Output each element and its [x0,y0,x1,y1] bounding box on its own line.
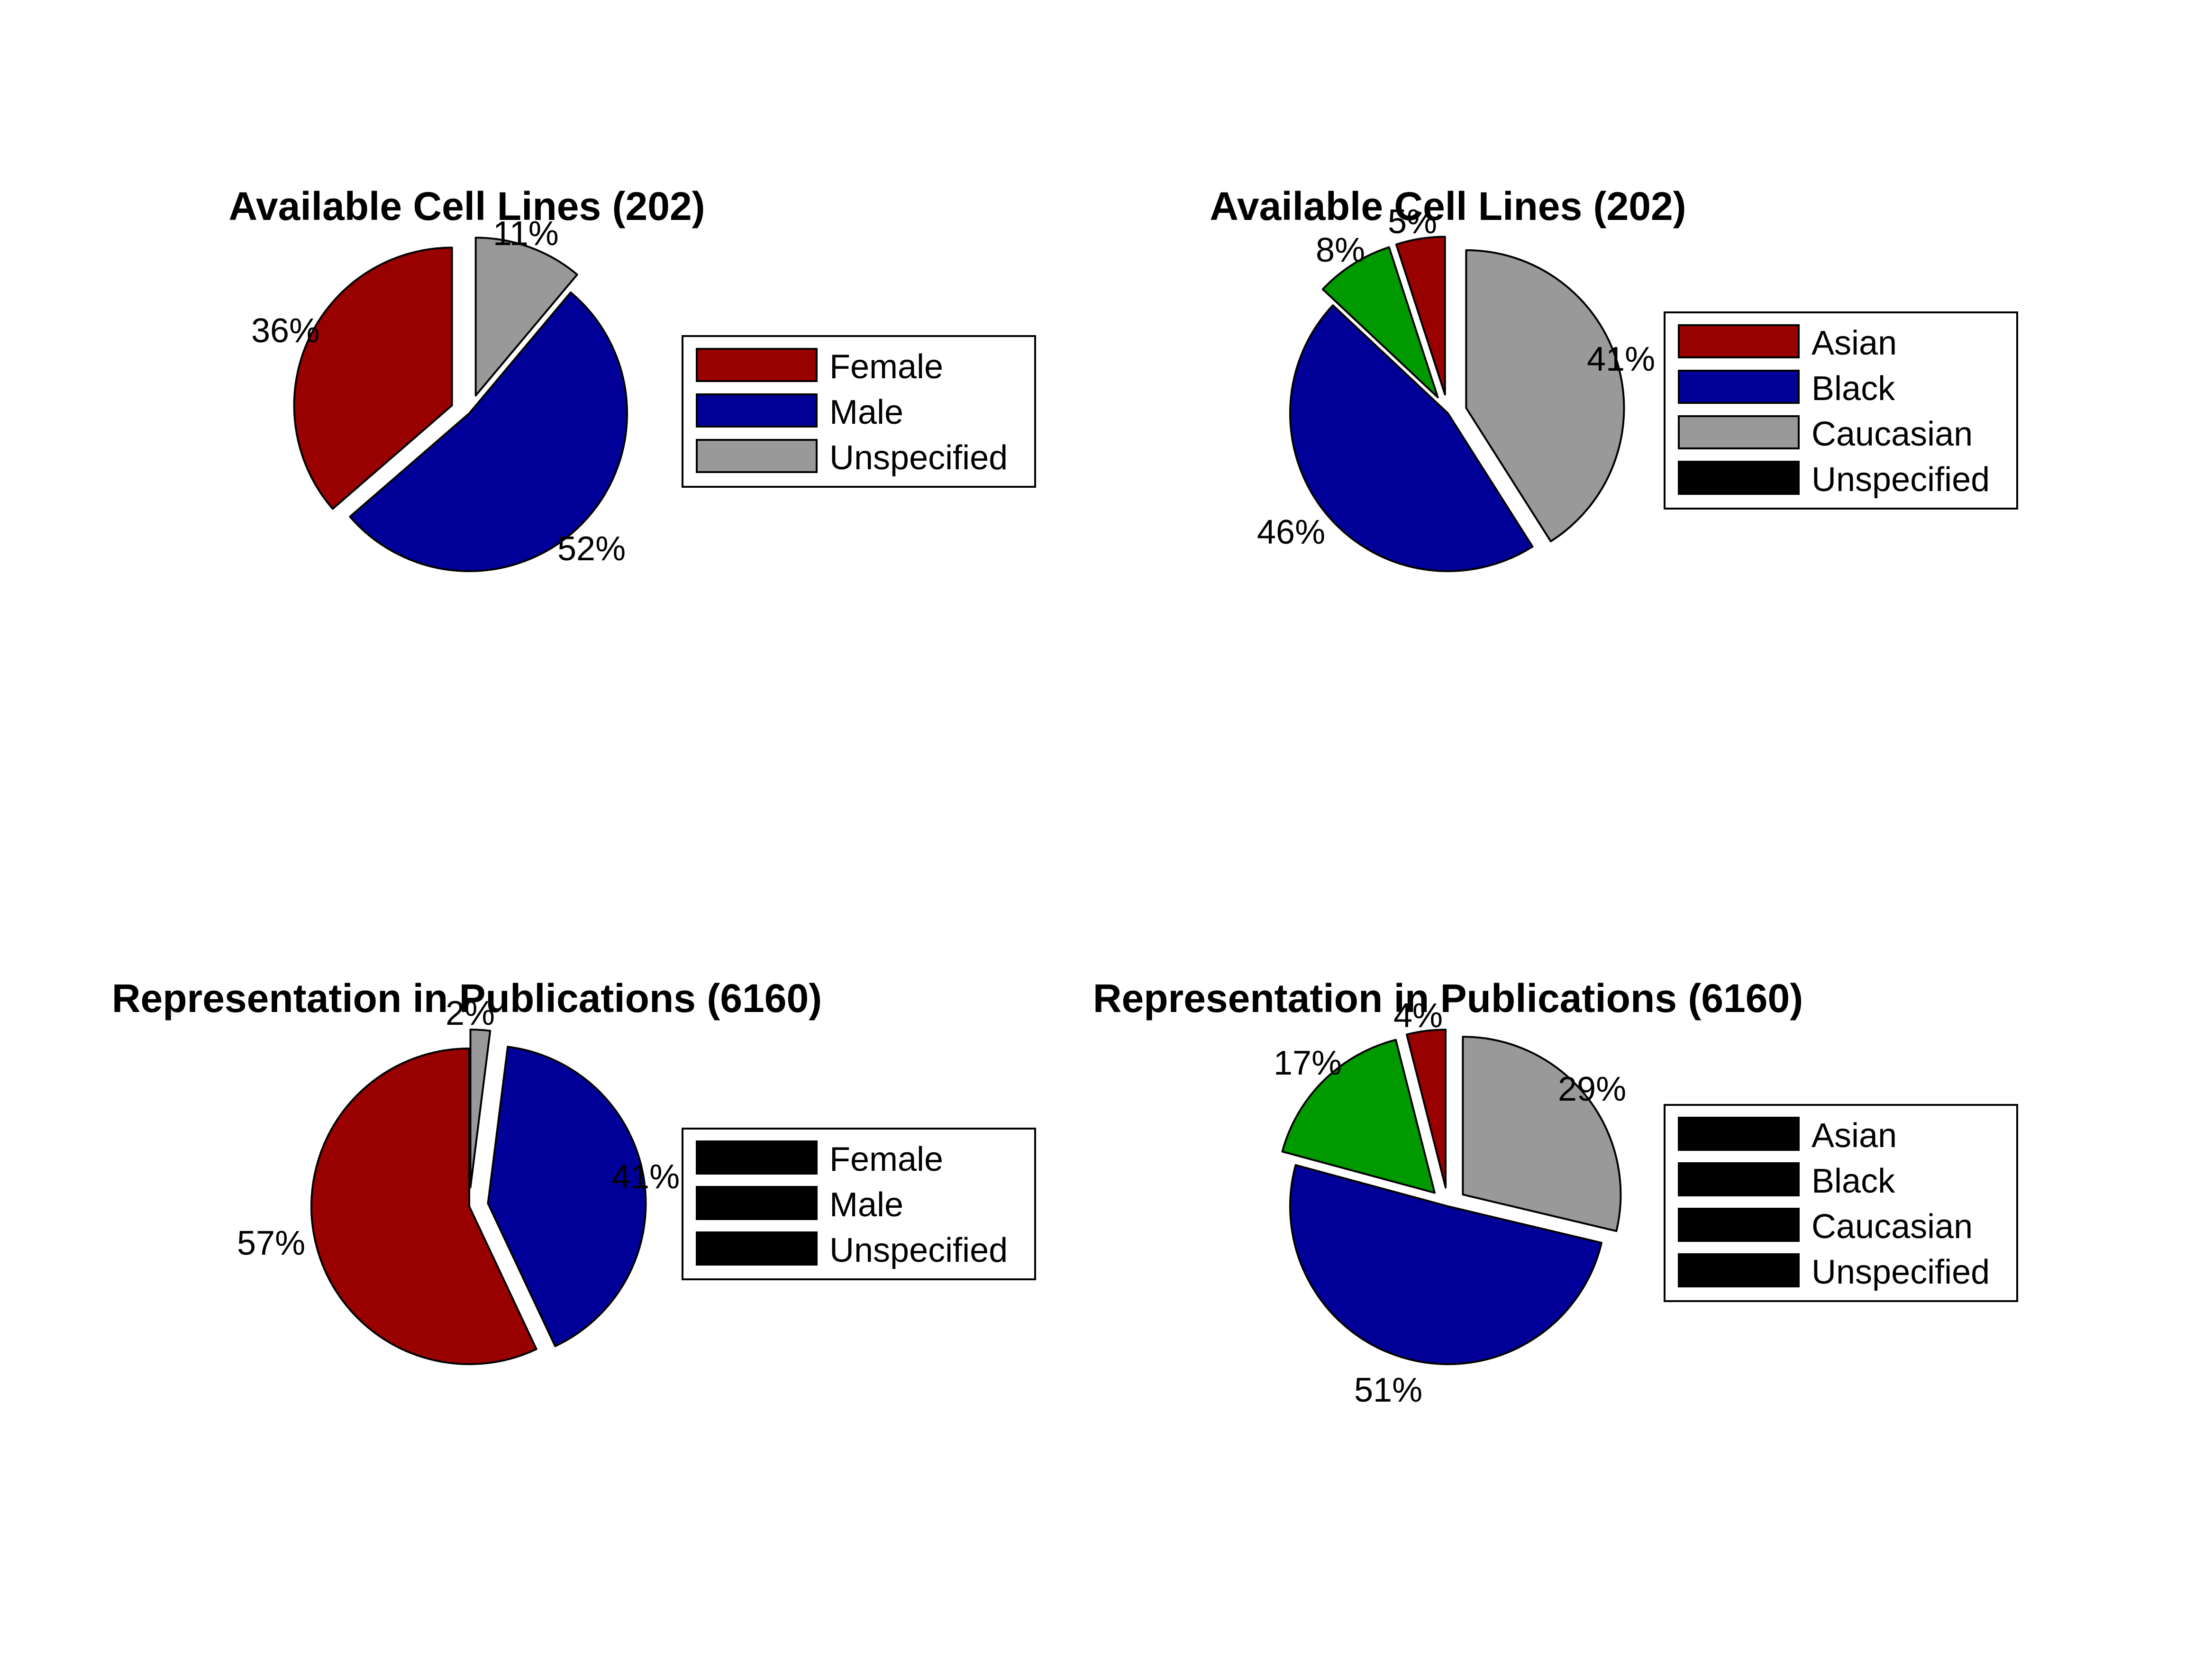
slice-label-female: 57% [237,1224,305,1262]
pie-slices [310,1029,647,1365]
chart-title: Representation in Publications (6160) [112,976,822,1021]
pie-slice-unspecified [469,1029,492,1189]
pie-slice-asian [1395,236,1446,396]
pie-slice-female [310,1048,537,1365]
legend-swatch-unspecified [696,1231,818,1266]
legend-label-unspecified: Unspecified [1811,1253,1990,1291]
pie-slice-unspecified [1465,249,1625,542]
pie-slice-caucasian [1289,1164,1602,1365]
pie-slice-unspecified [1462,1036,1622,1232]
legend-swatch-female [696,1140,818,1175]
pie-slices [1289,236,1625,572]
pie-slice-asian [1406,1029,1447,1189]
slice-label-unspecified: 41% [1587,340,1655,378]
slice-label-caucasian: 46% [1257,513,1325,551]
slice-label-asian: 4% [1393,997,1443,1035]
pie-slice-black [1281,1039,1436,1194]
slice-label-male: 41% [611,1158,680,1196]
slice-label-unspecified: 29% [1558,1070,1626,1108]
pie-slice-male [487,1046,647,1348]
slice-label-caucasian: 51% [1354,1371,1422,1409]
legend-label-black: Black [1811,1162,1895,1200]
pie-slice-black [1321,246,1439,399]
legend: Female Male Unspecified [682,1128,1036,1280]
legend-swatch-asian [1678,324,1800,358]
pie-slice-female [293,246,453,510]
legend-label-female: Female [829,348,943,386]
legend-swatch-black [1678,1162,1800,1196]
slice-label-female: 36% [251,312,319,350]
chart-title: Available Cell Lines (202) [1210,184,1686,228]
legend-label-unspecified: Unspecified [829,439,1008,477]
chart-sex-publications: Representation in Publications (6160) 57… [112,976,1036,1365]
chart-title: Available Cell Lines (202) [228,184,705,228]
legend-label-caucasian: Caucasian [1811,415,1973,453]
slice-label-black: 17% [1274,1044,1342,1082]
legend-swatch-unspecified [1678,461,1800,495]
legend: Asian Black Caucasian Unspecified [1664,311,2018,510]
pie-slices [1281,1029,1622,1365]
legend-label-unspecified: Unspecified [1811,461,1990,499]
chart-ethnicity-publications: Representation in Publications (6160) 4%… [1093,976,2018,1409]
legend: Asian Black Caucasian Unspecified [1664,1104,2018,1302]
legend-swatch-black [1678,370,1800,404]
legend-swatch-male [696,393,818,428]
slice-label-unspecified: 2% [446,994,495,1032]
slice-label-asian: 5% [1388,203,1437,241]
legend-swatch-unspecified [1678,1253,1800,1287]
pie-slice-unspecified [474,237,578,397]
pie-slice-male [349,291,628,573]
legend-label-caucasian: Caucasian [1811,1208,1973,1246]
slice-label-unspecified: 11% [493,215,559,253]
legend-swatch-female [696,348,818,382]
legend-swatch-asian [1678,1117,1800,1151]
chart-sex-cell-lines: Available Cell Lines (202) 36% 52% 11% F… [228,184,1036,573]
legend-swatch-caucasian [1678,415,1800,449]
legend-label-asian: Asian [1811,1117,1897,1155]
legend-swatch-male [696,1186,818,1220]
slice-label-black: 8% [1316,231,1365,269]
legend-label-female: Female [829,1140,943,1178]
legend-label-black: Black [1811,370,1895,408]
slice-label-male: 52% [557,530,626,568]
legend-label-unspecified: Unspecified [829,1231,1008,1269]
legend-swatch-unspecified [696,439,818,473]
pie-slices [293,237,628,573]
chart-ethnicity-cell-lines: Available Cell Lines (202) 5% 8% 46% 41%… [1210,184,2018,572]
legend-label-male: Male [829,393,903,431]
pie-slice-caucasian [1289,304,1534,572]
legend-label-male: Male [829,1186,903,1224]
legend: Female Male Unspecified [682,335,1036,488]
legend-label-asian: Asian [1811,324,1897,362]
chart-title: Representation in Publications (6160) [1093,976,1803,1021]
legend-swatch-caucasian [1678,1208,1800,1242]
